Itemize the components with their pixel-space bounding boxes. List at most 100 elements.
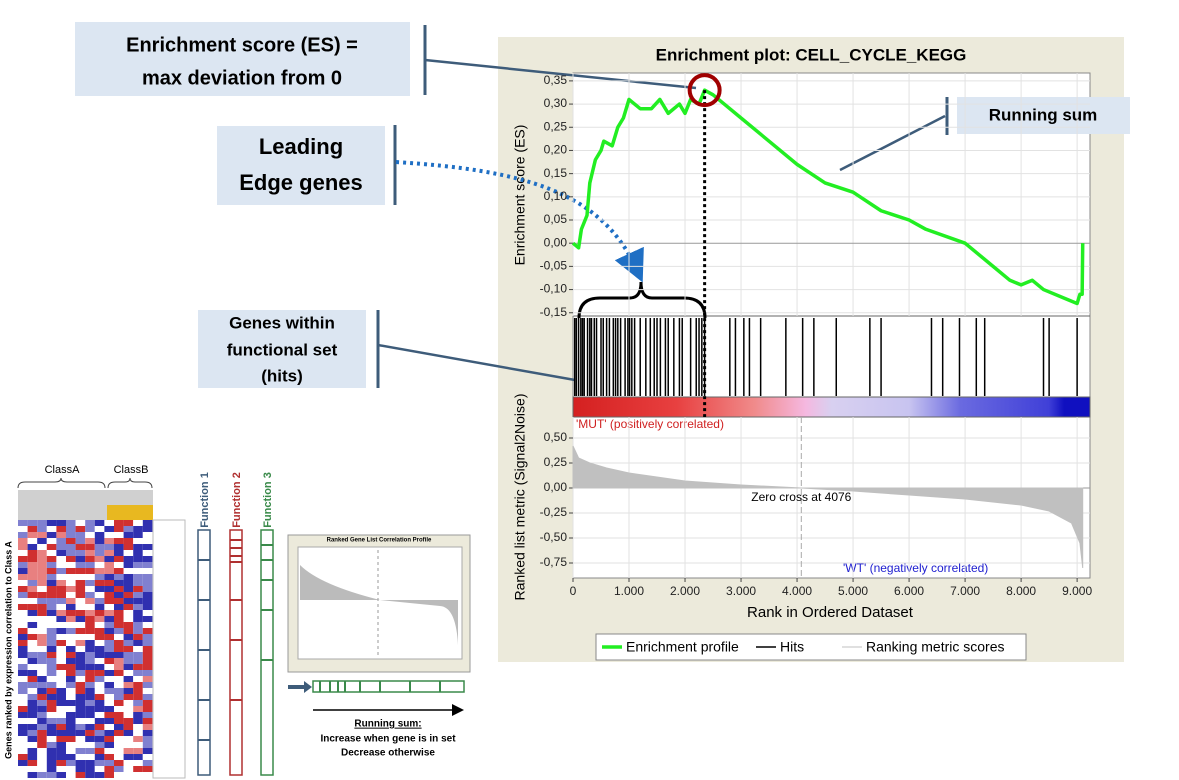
heatmap-cell (37, 574, 47, 580)
heatmap-cell (85, 574, 95, 580)
heatmap-cell (114, 640, 124, 646)
heatmap-cell (104, 616, 114, 622)
heatmap-cell (133, 622, 143, 628)
heatmap-cell (85, 748, 95, 754)
heatmap-cell (123, 682, 134, 688)
heatmap-cell (46, 556, 57, 562)
heatmap-cell (18, 760, 28, 766)
heatmap-cell (85, 718, 95, 724)
heatmap-cell (46, 574, 57, 580)
heatmap-cell (85, 604, 95, 610)
heatmap-cell (133, 616, 143, 622)
heatmap-cell (56, 646, 66, 652)
heatmap-cell (142, 562, 153, 568)
heatmap-cell (133, 562, 143, 568)
heatmap-cell (142, 574, 153, 580)
heatmap-cell (46, 670, 57, 676)
heatmap-cell (46, 652, 57, 658)
legend-label: Enrichment profile (626, 639, 739, 655)
heatmap-cell (75, 634, 86, 640)
heatmap-cell (27, 628, 38, 634)
heatmap-cell (56, 628, 66, 634)
heatmap-cell (66, 610, 76, 616)
callout-box (198, 310, 366, 388)
heatmap-cell (27, 610, 38, 616)
arrow-head (304, 681, 312, 693)
heatmap-cell (94, 538, 105, 544)
heatmap-cell (37, 748, 47, 754)
function-label: Function 3 (262, 472, 274, 528)
heatmap-cell (18, 706, 28, 712)
x-tick-label: 0 (570, 584, 577, 598)
heatmap-cell (27, 748, 38, 754)
heatmap-cell (123, 592, 134, 598)
heatmap-cell (27, 742, 38, 748)
heatmap-cell (123, 532, 134, 538)
heatmap-cell (46, 616, 57, 622)
heatmap-cell (114, 628, 124, 634)
function-bar (197, 529, 211, 776)
heatmap-cell (66, 526, 76, 532)
heatmap-cell (75, 712, 86, 718)
heatmap-cell (142, 628, 153, 634)
heatmap-cell (27, 538, 38, 544)
heatmap-cell (46, 742, 57, 748)
heatmap-cell (94, 688, 105, 694)
heatmap-cell (142, 730, 153, 736)
heatmap-cell (46, 646, 57, 652)
heatmap-cell (66, 556, 76, 562)
heatmap-cell (85, 592, 95, 598)
heatmap-cell (46, 550, 57, 556)
heatmap-cell (56, 658, 66, 664)
mini-title: Ranked Gene List Correlation Profile (327, 538, 432, 544)
heatmap-cell (114, 688, 124, 694)
heatmap-cell (142, 538, 153, 544)
callout-box (957, 97, 1130, 134)
heatmap-cell (114, 568, 124, 574)
heatmap-cell (27, 598, 38, 604)
heatmap-cell (37, 520, 47, 526)
heatmap-cell (66, 538, 76, 544)
heatmap-cell (27, 640, 38, 646)
heatmap-cell (114, 766, 124, 772)
heatmap-cell (27, 694, 38, 700)
heatmap-cell (114, 706, 124, 712)
y-tick-label: 0,35 (544, 73, 568, 87)
heatmap-cell (37, 736, 47, 742)
heatmap-cell (37, 670, 47, 676)
heatmap-cell (104, 652, 114, 658)
heatmap-cell (94, 544, 105, 550)
heatmap-cell (123, 772, 134, 778)
heatmap-cell (37, 568, 47, 574)
heatmap-cell (142, 610, 153, 616)
heatmap-cell (46, 682, 57, 688)
connector (424, 58, 697, 90)
heatmap-cell (85, 754, 95, 760)
heatmap-cell (142, 652, 153, 658)
heatmap-cell (46, 592, 57, 598)
heatmap-cell (85, 706, 95, 712)
heatmap-cell (85, 550, 95, 556)
heatmap-cell (18, 742, 28, 748)
heatmap-cell (56, 580, 66, 586)
connector (377, 343, 576, 382)
heatmap-cell (37, 580, 47, 586)
heatmap-cell (37, 682, 47, 688)
heatmap-cell (18, 730, 28, 736)
heatmap-cell (37, 538, 47, 544)
heatmap-cell (94, 724, 105, 730)
heatmap-cell (142, 712, 153, 718)
heatmap-cell (46, 568, 57, 574)
heatmap-cell (37, 676, 47, 682)
heatmap-cell (133, 658, 143, 664)
heatmap-cell (37, 724, 47, 730)
heatmap-cell (75, 724, 86, 730)
heatmap-cell (27, 664, 38, 670)
x-tick-label: 4.000 (782, 584, 812, 598)
heatmap-cell (27, 706, 38, 712)
heatmap-cell (85, 652, 95, 658)
heatmap-cell (37, 772, 47, 778)
heatmap-cell (123, 688, 134, 694)
heatmap-cell (27, 712, 38, 718)
heatmap-cell (46, 736, 57, 742)
